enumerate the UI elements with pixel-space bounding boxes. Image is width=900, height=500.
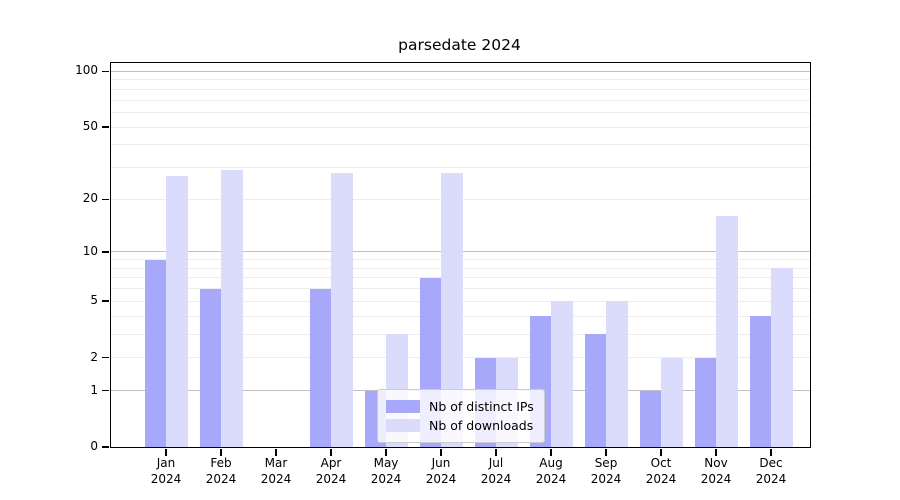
x-tick-label-jan: Jan 2024 [150, 456, 182, 486]
legend: Nb of distinct IPs Nb of downloads [377, 389, 545, 443]
x-tick-label-sep: Sep 2024 [590, 456, 622, 486]
x-tick-label-mar: Mar 2024 [260, 456, 292, 486]
gridline-minor-80 [111, 88, 810, 90]
gridline-minor-30 [111, 167, 810, 169]
legend-item-distinct-ips: Nb of distinct IPs [386, 398, 534, 415]
x-tick-label-nov: Nov 2024 [700, 456, 732, 486]
chart-title: parsedate 2024 [398, 36, 521, 54]
x-tick-jan [165, 449, 167, 456]
y-tick-20 [102, 198, 109, 200]
x-tick-label-may: May 2024 [370, 456, 402, 486]
bar-downloads-sep [606, 301, 628, 447]
gridline-minor-50 [111, 126, 810, 128]
bar-distinct-ips-sep [584, 334, 606, 447]
bar-downloads-apr [331, 172, 353, 447]
bar-downloads-feb [221, 170, 243, 447]
x-tick-aug [550, 449, 552, 456]
bar-distinct-ips-apr [309, 288, 331, 447]
y-tick-5 [102, 300, 109, 302]
y-tick-10 [102, 251, 109, 253]
x-tick-may [385, 449, 387, 456]
bar-distinct-ips-nov [694, 357, 716, 447]
bar-distinct-ips-dec [749, 316, 771, 447]
x-tick-jul [495, 449, 497, 456]
x-tick-dec [770, 449, 772, 456]
y-tick-100 [102, 70, 109, 73]
x-tick-label-jul: Jul 2024 [480, 456, 512, 486]
y-tick-2 [102, 356, 109, 359]
gridline-minor-60 [111, 111, 810, 113]
plot-area: 0 1 2 5 10 20 50 100 Jan 2024 Feb 2024 Mar 2024 Apr 202… [75, 62, 811, 486]
y-tick-label-20: 20 [82, 191, 98, 206]
bar-downloads-nov [716, 216, 738, 447]
x-tick-label-apr: Apr 2024 [315, 456, 347, 486]
legend-swatch-downloads [386, 419, 420, 432]
y-tick-50 [102, 126, 109, 128]
bar-downloads-jun [441, 172, 463, 447]
x-tick-feb [220, 449, 222, 456]
y-tick-label-2: 2 [90, 349, 98, 364]
x-tick-label-dec: Dec 2024 [755, 456, 787, 486]
bar-downloads-jan [166, 175, 188, 447]
y-tick-label-50: 50 [82, 119, 98, 133]
x-tick-label-oct: Oct 2024 [645, 456, 677, 486]
y-tick-label-100: 100 [75, 63, 98, 78]
y-tick-label-1: 1 [90, 382, 98, 397]
bar-downloads-oct [661, 357, 683, 447]
legend-label-downloads: Nb of downloads [429, 418, 534, 433]
x-tick-jun [440, 449, 442, 456]
x-tick-mar [275, 449, 277, 456]
x-tick-label-aug: Aug 2024 [535, 456, 567, 486]
y-tick-label-5: 5 [90, 293, 98, 308]
legend-label-distinct-ips: Nb of distinct IPs [429, 399, 534, 414]
gridline-minor-90 [111, 79, 810, 81]
y-tick-0 [102, 446, 109, 448]
bar-distinct-ips-oct [639, 390, 661, 447]
x-tick-label-feb: Feb 2024 [205, 456, 237, 486]
x-tick-nov [715, 449, 717, 456]
bar-downloads-aug [551, 301, 573, 447]
y-tick-label-0: 0 [90, 439, 98, 453]
gridline-minor-70 [111, 99, 810, 101]
x-tick-sep [605, 449, 607, 456]
gridline-minor-40 [111, 144, 810, 146]
x-tick-label-jun: Jun 2024 [425, 456, 457, 486]
bar-downloads-dec [771, 268, 793, 447]
x-tick-apr [330, 449, 332, 456]
bar-distinct-ips-jan [144, 259, 166, 447]
x-tick-oct [660, 449, 662, 456]
bar-distinct-ips-feb [199, 288, 221, 447]
legend-swatch-distinct-ips [386, 400, 420, 413]
legend-item-downloads: Nb of downloads [386, 417, 534, 434]
y-tick-label-10: 10 [82, 243, 98, 258]
gridline-major-100 [111, 70, 810, 72]
y-tick-1 [102, 389, 109, 392]
